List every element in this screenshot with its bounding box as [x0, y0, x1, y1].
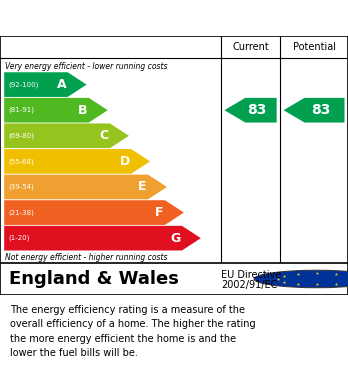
Text: (81-91): (81-91) [8, 107, 34, 113]
Polygon shape [4, 72, 87, 97]
Text: (21-38): (21-38) [8, 209, 34, 216]
Text: E: E [138, 181, 147, 194]
Text: 83: 83 [311, 103, 330, 117]
Text: (92-100): (92-100) [8, 81, 39, 88]
Polygon shape [4, 200, 184, 225]
Text: (55-68): (55-68) [8, 158, 34, 165]
Text: G: G [170, 231, 181, 245]
Text: Energy Efficiency Rating: Energy Efficiency Rating [9, 11, 230, 25]
Polygon shape [224, 98, 277, 122]
Polygon shape [4, 124, 129, 148]
Text: (69-80): (69-80) [8, 133, 34, 139]
Text: England & Wales: England & Wales [9, 270, 179, 288]
Text: D: D [119, 155, 130, 168]
Text: Not energy efficient - higher running costs: Not energy efficient - higher running co… [5, 253, 168, 262]
Text: EU Directive: EU Directive [221, 270, 281, 280]
Text: 83: 83 [247, 103, 267, 117]
Ellipse shape [254, 270, 348, 288]
Polygon shape [4, 226, 201, 251]
Text: C: C [100, 129, 109, 142]
Polygon shape [4, 175, 167, 199]
Text: 2002/91/EC: 2002/91/EC [221, 280, 277, 290]
Polygon shape [284, 98, 345, 122]
Text: The energy efficiency rating is a measure of the
overall efficiency of a home. T: The energy efficiency rating is a measur… [10, 305, 256, 358]
Polygon shape [4, 98, 108, 122]
Text: B: B [78, 104, 87, 117]
Text: (39-54): (39-54) [8, 184, 34, 190]
Text: Current: Current [232, 42, 269, 52]
Text: (1-20): (1-20) [8, 235, 30, 241]
Text: Potential: Potential [293, 42, 335, 52]
Text: A: A [57, 78, 66, 91]
Polygon shape [4, 149, 150, 174]
Text: F: F [155, 206, 164, 219]
Text: Very energy efficient - lower running costs: Very energy efficient - lower running co… [5, 62, 168, 71]
